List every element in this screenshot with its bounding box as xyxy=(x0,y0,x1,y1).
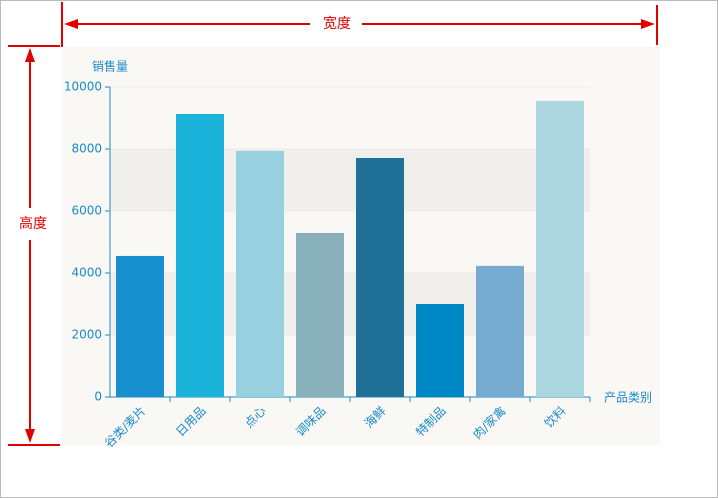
bar xyxy=(476,265,524,397)
bar xyxy=(356,157,404,397)
bar xyxy=(296,233,344,397)
y-tick-label: 8000 xyxy=(71,142,102,156)
y-axis-title: 销售量 xyxy=(92,59,128,74)
x-axis-title: 产品类别 xyxy=(604,391,652,405)
y-tick-label: 10000 xyxy=(64,80,102,94)
bar xyxy=(236,150,284,397)
bar xyxy=(536,100,584,397)
bar xyxy=(416,304,464,397)
height-annotation: 高度 xyxy=(19,215,47,232)
width-annotation: 宽度 xyxy=(323,15,351,32)
y-tick-label: 6000 xyxy=(71,204,102,218)
bar xyxy=(116,255,164,397)
y-tick-label: 4000 xyxy=(71,266,102,280)
bar xyxy=(176,113,224,397)
y-tick-label: 0 xyxy=(94,390,102,404)
dimension-lines xyxy=(8,2,658,446)
y-tick-label: 2000 xyxy=(71,328,102,342)
